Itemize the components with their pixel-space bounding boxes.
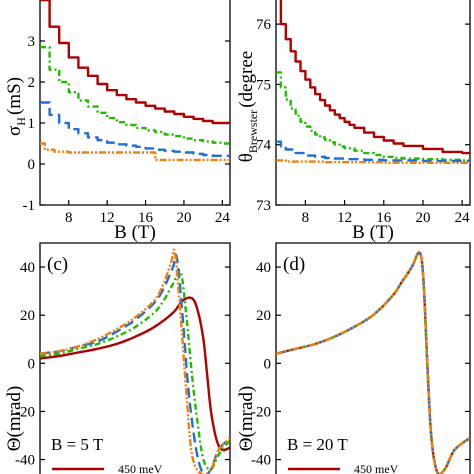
series-group bbox=[40, 248, 230, 474]
legend-label: 450 meV bbox=[354, 462, 399, 474]
series-line-2 bbox=[40, 269, 230, 471]
y-tick-label: 20 bbox=[256, 308, 271, 324]
y-tick-label: 0 bbox=[264, 356, 272, 372]
x-tick-label: 24 bbox=[455, 210, 471, 226]
chart-c: -40 -20 0 20 40 Θ(mrad) (c) B = 5 T 450 meV bbox=[4, 242, 231, 474]
series-line-1 bbox=[40, 0, 230, 125]
series-line-4 bbox=[40, 248, 230, 474]
series-line-1 bbox=[40, 296, 230, 452]
x-tick-label: 8 bbox=[65, 210, 73, 226]
y-tick-label: 0 bbox=[28, 157, 36, 173]
x-tick-label: 16 bbox=[138, 210, 154, 226]
y-axis-label: Θ(mrad) bbox=[4, 386, 25, 451]
y-tick-label: 0 bbox=[28, 356, 36, 372]
y-tick-label: -40 bbox=[251, 453, 271, 469]
y-tick-label: 74 bbox=[256, 138, 272, 154]
series-line-4 bbox=[276, 159, 470, 164]
y-tick-label: -20 bbox=[15, 404, 35, 420]
series-line-2 bbox=[40, 46, 230, 145]
plot-frame bbox=[275, 242, 471, 474]
y-tick-label: 40 bbox=[256, 260, 271, 276]
y-axis-label: σH(mS) bbox=[4, 77, 28, 136]
x-tick-label: 20 bbox=[176, 210, 191, 226]
y-tick-label: -40 bbox=[15, 453, 35, 469]
x-tick-label: 12 bbox=[337, 210, 352, 226]
series-line-4 bbox=[40, 142, 230, 162]
series-line-3 bbox=[40, 101, 230, 157]
x-axis-label: B (T) bbox=[114, 222, 156, 243]
y-tick-label: 40 bbox=[20, 260, 35, 276]
chart-d: -40 -20 0 20 40 Θ(mrad) (d) B = 20 T 450 meV bbox=[236, 242, 471, 474]
panel-label: (d) bbox=[283, 254, 305, 275]
y-axis-label: Θ(mrad) bbox=[236, 386, 257, 451]
series-group bbox=[40, 0, 230, 162]
chart-b: 73 74 75 76 8 12 16 20 24 B (T) θBrewster(degree bbox=[236, 0, 471, 243]
y-axis-label: θBrewster(degree bbox=[236, 51, 260, 162]
y-tick-label: -1 bbox=[23, 198, 36, 214]
series-line-3 bbox=[40, 253, 230, 474]
series-line-4 bbox=[276, 251, 470, 474]
x-tick-label: 8 bbox=[302, 210, 310, 226]
y-tick-label: 1 bbox=[28, 116, 36, 132]
x-tick-label: 16 bbox=[376, 210, 392, 226]
x-tick-label: 20 bbox=[415, 210, 430, 226]
y-tick-label: 3 bbox=[28, 34, 36, 50]
panel-label: (c) bbox=[47, 254, 68, 275]
x-tick-label: 12 bbox=[100, 210, 115, 226]
plot-frame bbox=[275, 0, 471, 206]
legend-label: 450 meV bbox=[118, 462, 163, 474]
x-tick-label: 24 bbox=[215, 210, 231, 226]
y-tick-label: 20 bbox=[20, 308, 35, 324]
y-tick-label: -20 bbox=[251, 404, 271, 420]
y-tick-label: 73 bbox=[256, 198, 271, 214]
series-line-1 bbox=[279, 0, 470, 155]
x-axis-label: B (T) bbox=[352, 222, 394, 243]
y-tick-label: 2 bbox=[28, 75, 36, 91]
y-tick-label: 76 bbox=[256, 17, 272, 33]
series-line-2 bbox=[276, 71, 470, 162]
y-tick-label: 75 bbox=[256, 77, 271, 93]
field-annotation: B = 20 T bbox=[287, 435, 348, 454]
series-line-3 bbox=[276, 140, 470, 163]
field-annotation: B = 5 T bbox=[51, 435, 104, 454]
series-group bbox=[276, 0, 470, 164]
